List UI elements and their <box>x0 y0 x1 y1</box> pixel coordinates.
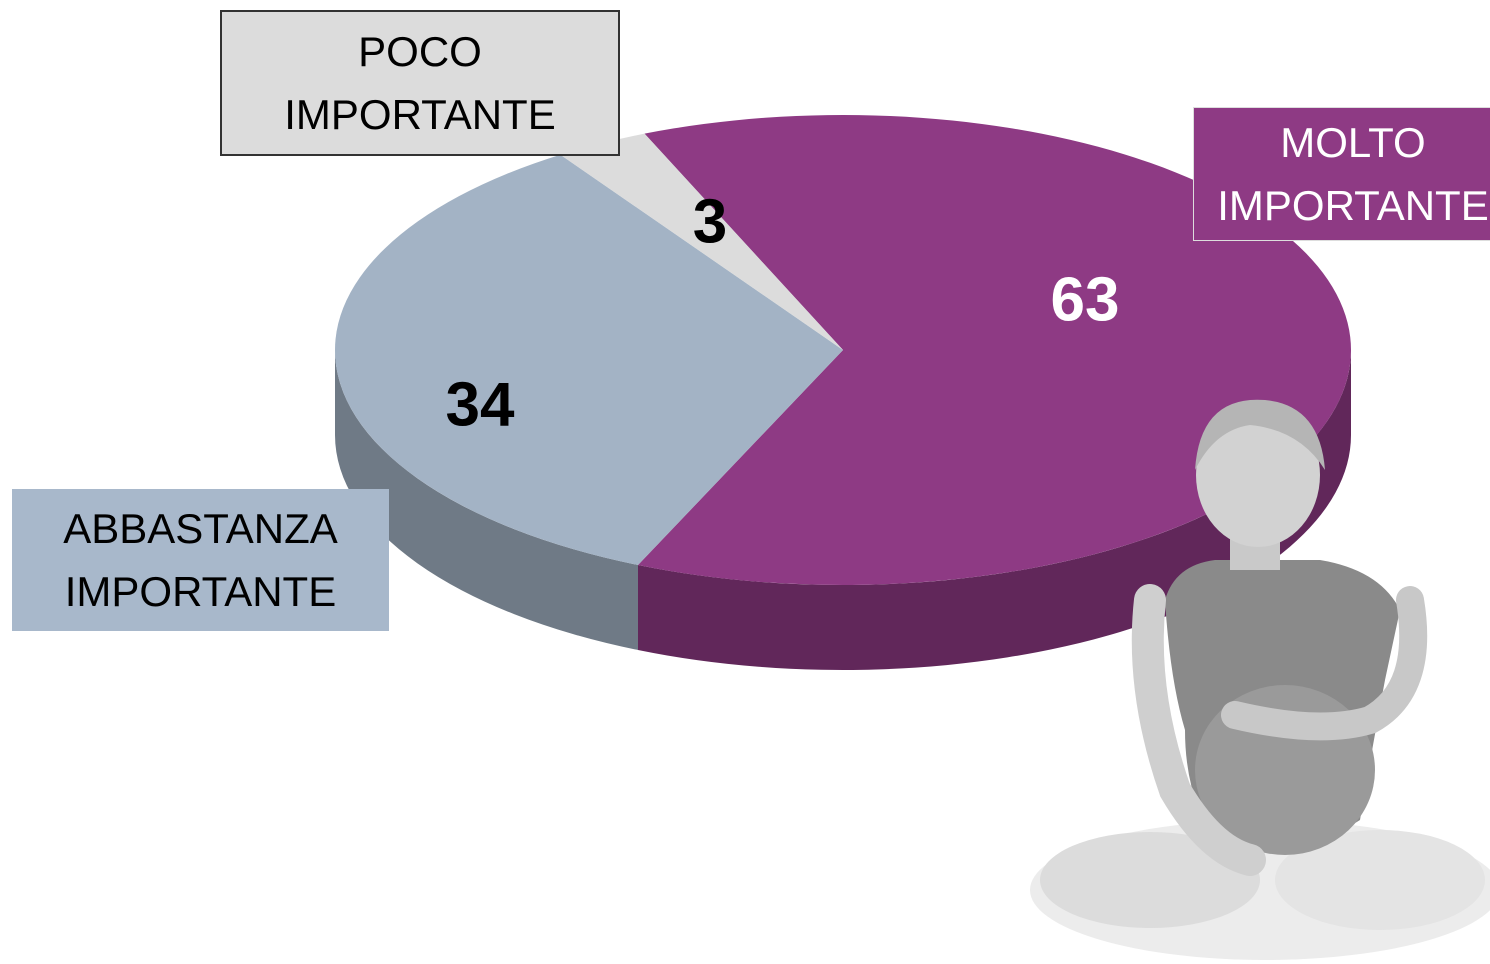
photo-leg <box>1040 832 1260 928</box>
category-label: MOLTO IMPORTANTE <box>1193 107 1490 241</box>
value-label: 34 <box>445 370 515 440</box>
photo-leg <box>1275 830 1485 930</box>
category-label: POCO IMPORTANTE <box>220 10 620 156</box>
photo <box>1030 399 1490 960</box>
pie-slice <box>335 154 843 566</box>
category-label: ABBASTANZA IMPORTANTE <box>12 489 389 631</box>
photo-hair <box>1195 399 1325 470</box>
photo-arm <box>1131 584 1266 876</box>
pie-slice <box>637 115 1351 585</box>
pie-side <box>335 350 638 651</box>
value-label: 3 <box>692 187 728 257</box>
pie-slice <box>560 133 843 350</box>
photo-arm <box>1221 586 1428 741</box>
value-label: 63 <box>1050 265 1120 335</box>
photo-head <box>1196 403 1320 547</box>
